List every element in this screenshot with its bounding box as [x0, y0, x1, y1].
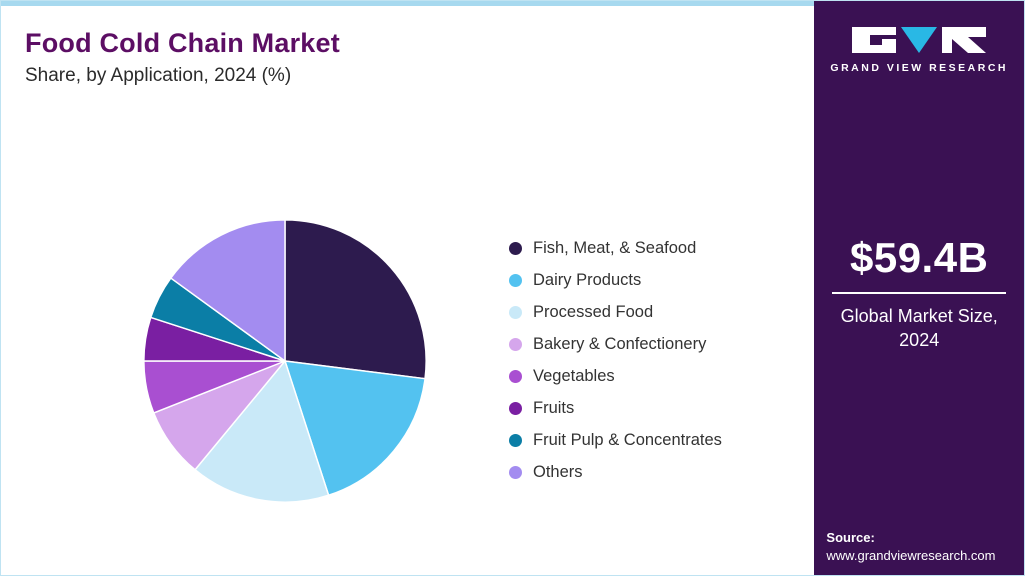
pie-slice	[284, 359, 426, 496]
legend-dot	[509, 306, 522, 319]
source-label: Source:	[826, 530, 875, 545]
legend-label: Bakery & Confectionery	[533, 335, 707, 353]
legend-dot	[509, 434, 522, 447]
legend-label: Fruits	[533, 399, 575, 417]
legend-label: Others	[533, 463, 583, 481]
gvr-logo-glyphs	[830, 27, 1008, 53]
legend: Fish, Meat, & Seafood Dairy Products Proce…	[509, 239, 722, 482]
legend-label: Vegetables	[533, 367, 615, 385]
legend-label: Fruit Pulp & Concentrates	[533, 431, 722, 449]
pie-slice	[170, 218, 286, 362]
market-size-block: $59.4B Global Market Size, 2024	[830, 234, 1008, 353]
chart-panel: Food Cold Chain Market Share, by Applica…	[1, 1, 815, 575]
legend-item: Fruit Pulp & Concentrates	[509, 431, 722, 450]
market-size-value: $59.4B	[849, 234, 989, 281]
legend-dot	[509, 242, 522, 255]
legend-label: Dairy Products	[533, 271, 642, 289]
legend-dot	[509, 466, 522, 479]
market-size-label: Global Market Size, 2024	[840, 306, 998, 351]
page-title: Food Cold Chain Market	[25, 28, 340, 58]
page-subtitle: Share, by Application, 2024 (%)	[25, 65, 292, 86]
legend-dot	[509, 274, 522, 287]
legend-item: Processed Food	[509, 303, 722, 322]
gvr-logo: GRAND VIEW RESEARCH	[830, 27, 1008, 74]
legend-item: Fish, Meat, & Seafood	[509, 239, 722, 258]
pie-chart-svg	[143, 218, 427, 503]
source-block: Source: www.grandviewresearch.com	[826, 530, 995, 563]
brand-name: GRAND VIEW RESEARCH	[830, 62, 1008, 74]
pie-chart	[139, 215, 431, 507]
legend-item: Fruits	[509, 399, 722, 418]
sidebar: GRAND VIEW RESEARCH $59.4B Global Market…	[814, 1, 1024, 575]
chart-row: Fish, Meat, & Seafood Dairy Products Proce…	[1, 146, 814, 575]
legend-item: Vegetables	[509, 367, 722, 386]
legend-label: Fish, Meat, & Seafood	[533, 239, 697, 257]
legend-dot	[509, 370, 522, 383]
logo-letter-v-icon	[901, 27, 938, 53]
legend-label: Processed Food	[533, 303, 654, 321]
pie-slice	[194, 359, 330, 503]
legend-dot	[509, 338, 522, 351]
legend-item: Bakery & Confectionery	[509, 335, 722, 354]
legend-item: Dairy Products	[509, 271, 722, 290]
legend-dot	[509, 402, 522, 415]
logo-letter-g-icon	[852, 27, 897, 53]
source-url: www.grandviewresearch.com	[826, 548, 996, 563]
logo-letter-r-icon	[942, 27, 987, 53]
legend-item: Others	[509, 463, 722, 482]
pie-slice	[284, 218, 427, 379]
market-size-divider	[832, 292, 1006, 294]
